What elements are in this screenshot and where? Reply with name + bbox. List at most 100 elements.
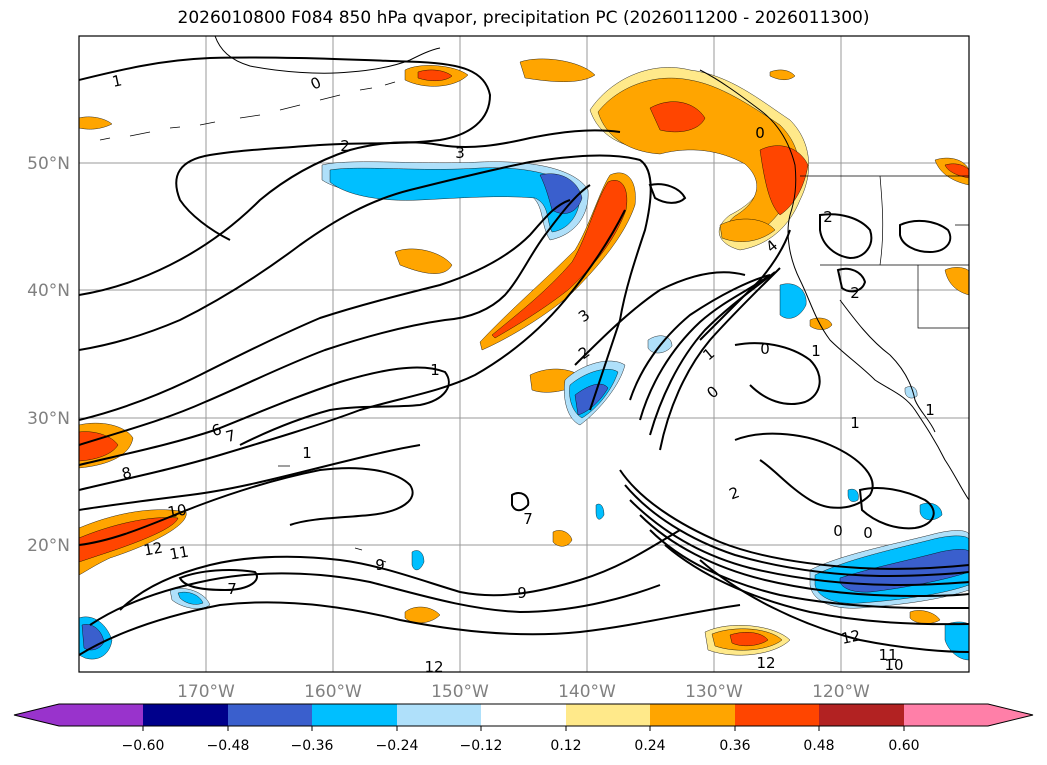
contour-line [79, 467, 414, 546]
colorbar-segment [397, 704, 481, 726]
contour-line [819, 213, 873, 260]
baja-coast [839, 299, 936, 433]
contour-line [629, 274, 771, 401]
precip-patch [177, 591, 204, 605]
contour-line [664, 544, 969, 626]
contour-line [649, 271, 776, 436]
precip-patch [779, 283, 807, 319]
contour-label: 1 [302, 444, 312, 462]
lat-label: 50°N [27, 154, 70, 174]
precip-patch [411, 550, 425, 571]
colorbar-tick-label: −0.60 [122, 738, 165, 754]
north-america-coast [699, 69, 969, 501]
plot-area: 1 0 2 3 6 7 8 1 1 2 3 4 1 0 2 2 1 0 10 1… [79, 36, 969, 676]
contour-line [79, 601, 741, 656]
contour-line [79, 129, 621, 296]
precip-patch [909, 610, 941, 624]
colorbar-segment [650, 704, 735, 726]
lat-label: 30°N [27, 409, 70, 429]
colorbar-tick-label: −0.36 [291, 738, 334, 754]
map-title: 2026010800 F084 850 hPa qvapor, precipit… [177, 8, 870, 28]
contour-label: 10 [884, 656, 903, 674]
colorbar-tick-labels: −0.60 −0.48 −0.36 −0.24 −0.12 0.12 0.24 … [122, 738, 920, 754]
contour-line [648, 183, 687, 204]
contour-label: 3 [455, 144, 465, 162]
precip-patch [719, 218, 776, 242]
colorbar-outline [13, 703, 1034, 727]
precip-patch [944, 621, 969, 661]
contour-label: 9 [375, 556, 385, 574]
contour-label: 2 [340, 137, 350, 155]
precip-patch [847, 488, 859, 502]
precip-patch [729, 632, 769, 647]
colorbar-tick-label: −0.24 [376, 738, 419, 754]
colorbar-segment [481, 704, 566, 726]
contour-line [649, 529, 969, 609]
contour-line [639, 274, 771, 421]
contour-label: 6 [210, 420, 224, 440]
map-frame [78, 35, 970, 673]
contour-line [836, 267, 867, 293]
contour-line [79, 444, 421, 511]
contour-line [629, 499, 969, 587]
colorbar-segment [819, 704, 904, 726]
colorbar-tick-label: 0.24 [634, 738, 665, 754]
contour-line [79, 209, 626, 491]
contour-line [659, 267, 781, 451]
precip-patch [574, 383, 609, 416]
contour-label: 3 [575, 306, 593, 326]
colorbar-tick-label: 0.12 [550, 738, 581, 754]
contour-label: 2 [823, 208, 833, 226]
contour-label: 12 [424, 658, 443, 676]
contour-label: 0 [308, 73, 324, 93]
colorbar-tick-label: 0.36 [719, 738, 750, 754]
precip-patch [79, 517, 179, 563]
contour-label: 8 [120, 463, 134, 483]
colorbar-segment [904, 704, 1033, 726]
contour-line [699, 559, 969, 653]
precip-patch [595, 503, 605, 520]
contour-label: 1 [850, 414, 860, 432]
contour-label: 2 [850, 284, 860, 302]
contour-line [79, 366, 450, 466]
precip-patch [417, 69, 453, 81]
colorbar-segment [228, 704, 312, 726]
precip-patch [539, 173, 583, 214]
colorbar-tick-label: −0.12 [460, 738, 503, 754]
contour-label: 7 [224, 426, 238, 446]
hawaii-islands [278, 465, 387, 563]
contour-label: 2 [727, 483, 742, 503]
contour-label: 1 [110, 71, 123, 91]
alaska-coast [214, 36, 441, 74]
precip-patch [394, 248, 453, 274]
contour-line [899, 219, 952, 254]
contour-line [79, 199, 571, 421]
moisture-contours [79, 56, 969, 656]
contour-label: 0 [833, 522, 843, 540]
contour-label: 1 [699, 344, 718, 364]
contour-label: 12 [756, 654, 775, 672]
contour-line [734, 342, 821, 405]
contour-line [734, 432, 874, 509]
lon-label: 160°W [304, 682, 362, 702]
contour-line [178, 569, 258, 592]
colorbar-segment [566, 704, 650, 726]
contour-label: 12 [840, 626, 862, 648]
lon-label: 130°W [685, 682, 743, 702]
contour-line [89, 572, 661, 626]
precip-positive [79, 58, 969, 656]
precip-patch [552, 530, 573, 547]
contour-line [639, 514, 969, 598]
colorbar-tick-label: 0.60 [888, 738, 919, 754]
contour-label: 10 [166, 501, 188, 522]
precip-patch [944, 267, 969, 296]
contour-label: 12 [142, 539, 164, 560]
precip-patch [519, 58, 596, 82]
lon-label: 170°W [177, 682, 235, 702]
colorbar-segment [143, 704, 228, 726]
precip-patch [944, 163, 969, 179]
contour-label: 1 [811, 342, 821, 360]
contour-label: 1 [430, 361, 440, 379]
colorbar-segment [14, 704, 143, 726]
